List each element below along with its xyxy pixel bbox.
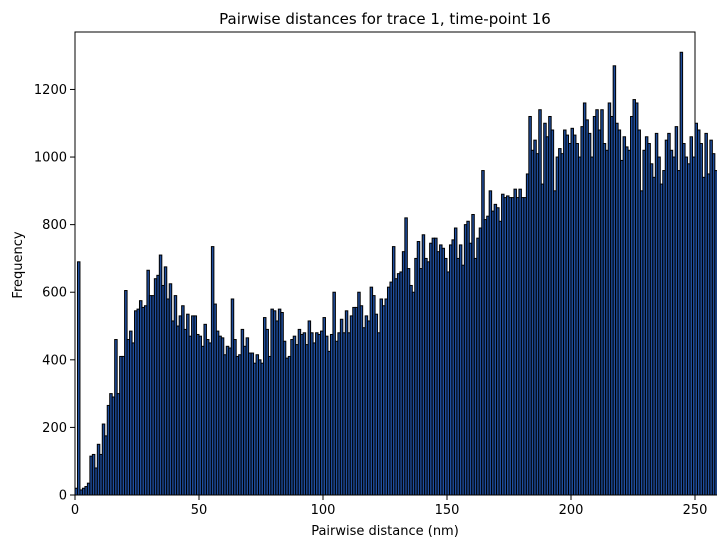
y-tick-label: 200: [42, 421, 67, 436]
y-tick-label: 1200: [34, 83, 67, 98]
y-tick-label: 1000: [34, 151, 67, 166]
x-tick-label: 250: [683, 503, 708, 518]
y-axis: 0 200 400 600 800 1000 1200: [34, 83, 75, 504]
x-tick-label: 50: [191, 503, 208, 518]
chart-title: Pairwise distances for trace 1, time-poi…: [219, 10, 551, 28]
x-axis-label: Pairwise distance (nm): [311, 524, 459, 539]
y-tick-label: 600: [42, 286, 67, 301]
x-tick-label: 150: [435, 503, 460, 518]
y-tick-label: 0: [59, 489, 67, 504]
histogram-bar: [714, 170, 717, 496]
x-tick-label: 100: [311, 503, 336, 518]
x-axis: 0 50 100 150 200 250: [71, 495, 708, 518]
bars-group: [74, 51, 717, 496]
y-tick-label: 800: [42, 218, 67, 233]
histogram-bar: [76, 261, 81, 496]
plot-frame: [74, 31, 696, 496]
y-axis-label: Frequency: [11, 231, 26, 298]
x-tick-label: 0: [71, 503, 79, 518]
y-tick-label: 400: [42, 353, 67, 368]
x-tick-label: 200: [559, 503, 584, 518]
